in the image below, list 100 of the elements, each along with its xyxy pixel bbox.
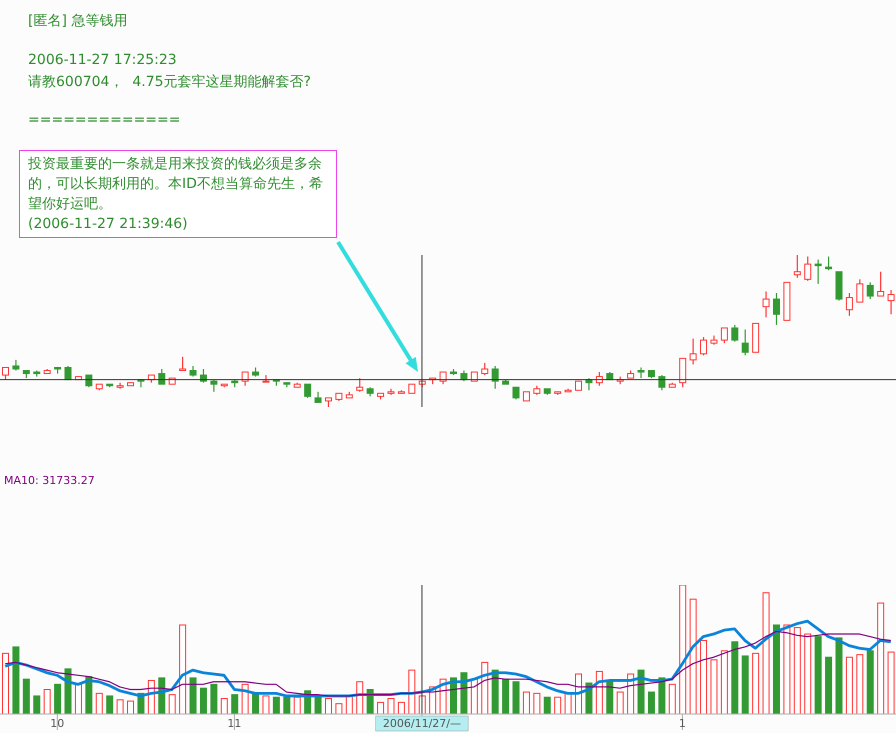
bar xyxy=(210,684,218,714)
candlestick xyxy=(575,380,582,391)
bar xyxy=(710,659,718,714)
candlestick xyxy=(846,292,853,316)
candlestick xyxy=(522,391,530,402)
bar xyxy=(877,602,884,714)
bar xyxy=(74,684,82,714)
bar xyxy=(283,696,290,714)
bar xyxy=(272,696,280,714)
candlestick xyxy=(710,334,718,346)
bar xyxy=(804,634,812,714)
bar xyxy=(96,692,103,714)
x-tick-label: 11 xyxy=(227,717,242,730)
chart-title: [匿名] 急等钱用 xyxy=(28,12,128,30)
candlestick xyxy=(533,385,540,396)
text: ============= xyxy=(28,112,180,128)
bar xyxy=(690,598,697,714)
bar xyxy=(835,637,842,714)
candlestick xyxy=(356,378,364,392)
bar xyxy=(731,641,738,714)
bar xyxy=(460,672,468,714)
bar xyxy=(794,627,801,714)
bar xyxy=(168,694,176,714)
candlestick xyxy=(690,338,697,366)
bar xyxy=(658,677,666,714)
bar xyxy=(825,656,832,714)
candlestick xyxy=(825,256,832,271)
candlestick xyxy=(366,386,374,397)
candlestick xyxy=(190,365,197,378)
candlestick xyxy=(12,359,20,372)
candlestick xyxy=(804,256,812,282)
candlestick xyxy=(210,379,218,392)
bar xyxy=(742,655,749,714)
candlestick xyxy=(304,384,312,398)
candlestick xyxy=(762,290,770,318)
candlestick xyxy=(658,374,666,391)
bar xyxy=(220,698,228,714)
bar xyxy=(179,624,186,714)
text: 投资最重要的一条就是用来投资的钱必须是多余的，可以长期利用的。本ID不想当算命先生，希望你好运吧。 (2006-11-27 21:39:46) xyxy=(19,150,337,238)
candlestick xyxy=(720,327,728,344)
text: 请教600704， 4.75元套牢这星期能解套否? xyxy=(28,73,311,91)
x-tick-label: 10 xyxy=(50,717,64,730)
bar xyxy=(22,678,30,714)
candlestick xyxy=(877,271,884,297)
candlestick xyxy=(742,328,749,356)
bar xyxy=(387,698,394,714)
candlestick xyxy=(700,336,708,356)
bar xyxy=(398,702,405,714)
candlestick xyxy=(324,397,332,407)
bar xyxy=(106,695,114,714)
bar xyxy=(377,702,384,714)
candlestick xyxy=(794,255,801,278)
bar xyxy=(544,696,551,714)
candlestick xyxy=(481,362,488,376)
candlestick xyxy=(866,282,874,300)
bar xyxy=(33,695,40,714)
bar xyxy=(846,656,853,714)
bar xyxy=(554,696,562,714)
bar xyxy=(356,681,364,714)
candlestick xyxy=(814,258,822,284)
candlestick xyxy=(85,374,92,388)
text: 2006-11-27 17:25:23 xyxy=(28,52,177,68)
bar xyxy=(512,681,520,714)
candlestick xyxy=(772,292,780,326)
bar xyxy=(116,699,124,714)
candlestick xyxy=(408,384,416,394)
bar xyxy=(335,703,342,714)
bar xyxy=(522,692,530,714)
candlestick xyxy=(856,278,864,303)
candlestick xyxy=(492,365,499,390)
bar xyxy=(772,624,780,714)
bar xyxy=(533,692,540,714)
bar xyxy=(502,678,510,714)
bar xyxy=(720,650,728,714)
candlestick xyxy=(638,366,645,379)
candlestick xyxy=(64,365,72,380)
bar xyxy=(262,695,270,714)
bar xyxy=(12,646,20,714)
bar xyxy=(492,670,499,714)
bar xyxy=(470,678,478,714)
bar xyxy=(606,681,614,714)
bar xyxy=(324,698,332,714)
text: MA10: 31733.27 xyxy=(4,474,95,487)
bar xyxy=(679,585,686,714)
x-tick-label: 2006/11/27/— xyxy=(382,717,462,730)
candlestick xyxy=(314,391,322,404)
bar xyxy=(814,636,822,714)
candlestick xyxy=(512,386,520,400)
bar xyxy=(668,684,676,714)
bar xyxy=(127,700,134,714)
bar xyxy=(866,650,874,714)
bar xyxy=(231,694,238,714)
candlestick xyxy=(252,366,260,378)
bar xyxy=(44,688,51,714)
bar xyxy=(700,640,708,714)
bar xyxy=(200,688,207,714)
bar xyxy=(752,652,760,714)
bar xyxy=(408,670,416,714)
bar xyxy=(190,677,197,714)
bar xyxy=(648,692,655,714)
